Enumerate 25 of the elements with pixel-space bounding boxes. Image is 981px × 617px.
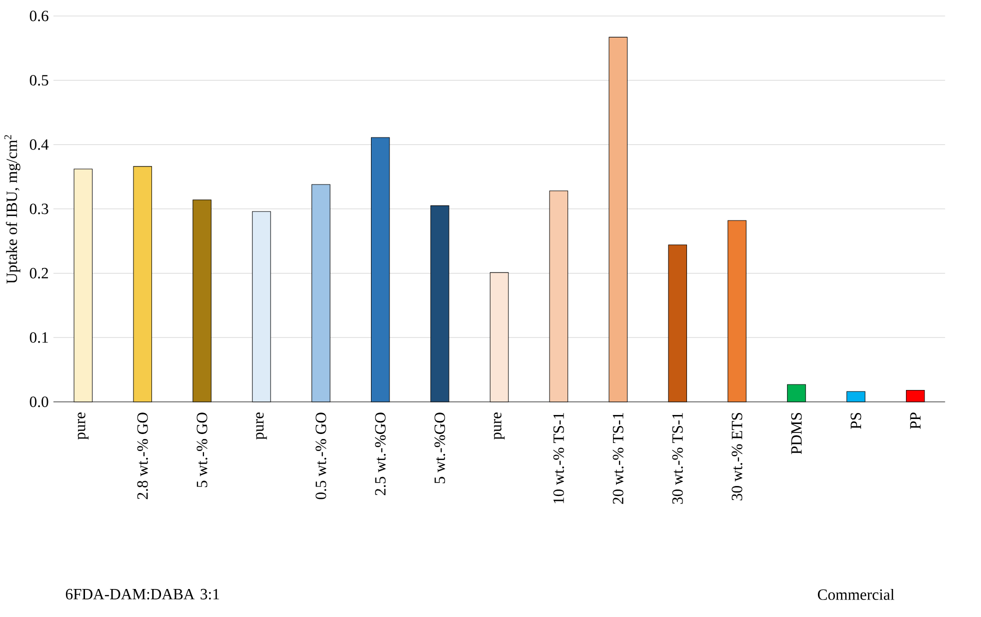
- x-tick-label: 5 wt.-%GO: [434, 412, 446, 484]
- x-tick-label: 2.8 wt.-% GO: [137, 412, 148, 500]
- x-tick-label: 20 wt.-% TS-1: [612, 412, 624, 504]
- x-tick-label: 30 wt.-% TS-1: [672, 412, 683, 504]
- text: 6FDA-DAM:DABA 3:1: [66, 588, 219, 600]
- x-tick-label: 10 wt.-% TS-1: [553, 412, 564, 504]
- x-tick-label: 5 wt.-% GO: [196, 412, 208, 488]
- y-tick-label: 0.1: [30, 332, 48, 343]
- y-tick-label: 0.4: [30, 139, 49, 150]
- text: Commercial: [818, 588, 894, 600]
- x-tick-label: pure: [78, 412, 88, 440]
- y-tick-label: 0.3: [30, 204, 48, 214]
- x-tick-label: 2.5 wt.-%GO: [375, 412, 386, 496]
- y-tick-label: 0.0: [30, 396, 48, 408]
- x-tick-label: pure: [494, 412, 505, 440]
- y-tick-label: 0.5: [30, 74, 48, 86]
- x-tick-label: PP: [910, 412, 920, 429]
- x-tick-label: PDMS: [791, 413, 802, 454]
- x-tick-label: PS: [850, 413, 862, 429]
- x-tick-label: 0.5 wt.-% GO: [316, 412, 326, 500]
- y-tick-label: 0.6: [30, 10, 48, 22]
- x-tick-label: pure: [256, 412, 267, 440]
- y-axis-title: Uptake of IBU, mg/cm$^{2}$: [4, 135, 20, 284]
- y-tick-label: 0.2: [30, 268, 48, 279]
- x-tick-label: 30 wt.-% ETS: [732, 413, 742, 500]
